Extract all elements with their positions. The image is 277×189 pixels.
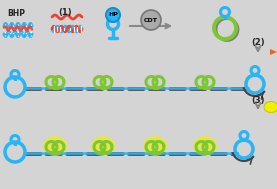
Text: HP: HP: [108, 12, 118, 18]
Text: (2): (2): [251, 37, 265, 46]
Ellipse shape: [193, 136, 217, 156]
Circle shape: [106, 8, 120, 22]
Polygon shape: [270, 49, 277, 55]
Ellipse shape: [143, 136, 167, 156]
Text: BHP: BHP: [7, 9, 25, 19]
Ellipse shape: [43, 136, 67, 156]
Text: CDT: CDT: [144, 18, 158, 22]
Text: (1): (1): [58, 8, 72, 16]
Circle shape: [141, 10, 161, 30]
Ellipse shape: [91, 136, 115, 156]
Text: (3): (3): [251, 97, 265, 105]
Ellipse shape: [264, 101, 277, 112]
